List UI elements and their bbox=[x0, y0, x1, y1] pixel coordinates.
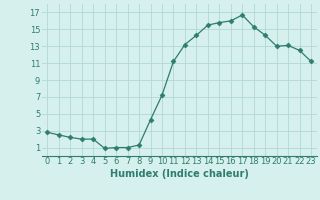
X-axis label: Humidex (Indice chaleur): Humidex (Indice chaleur) bbox=[110, 169, 249, 179]
